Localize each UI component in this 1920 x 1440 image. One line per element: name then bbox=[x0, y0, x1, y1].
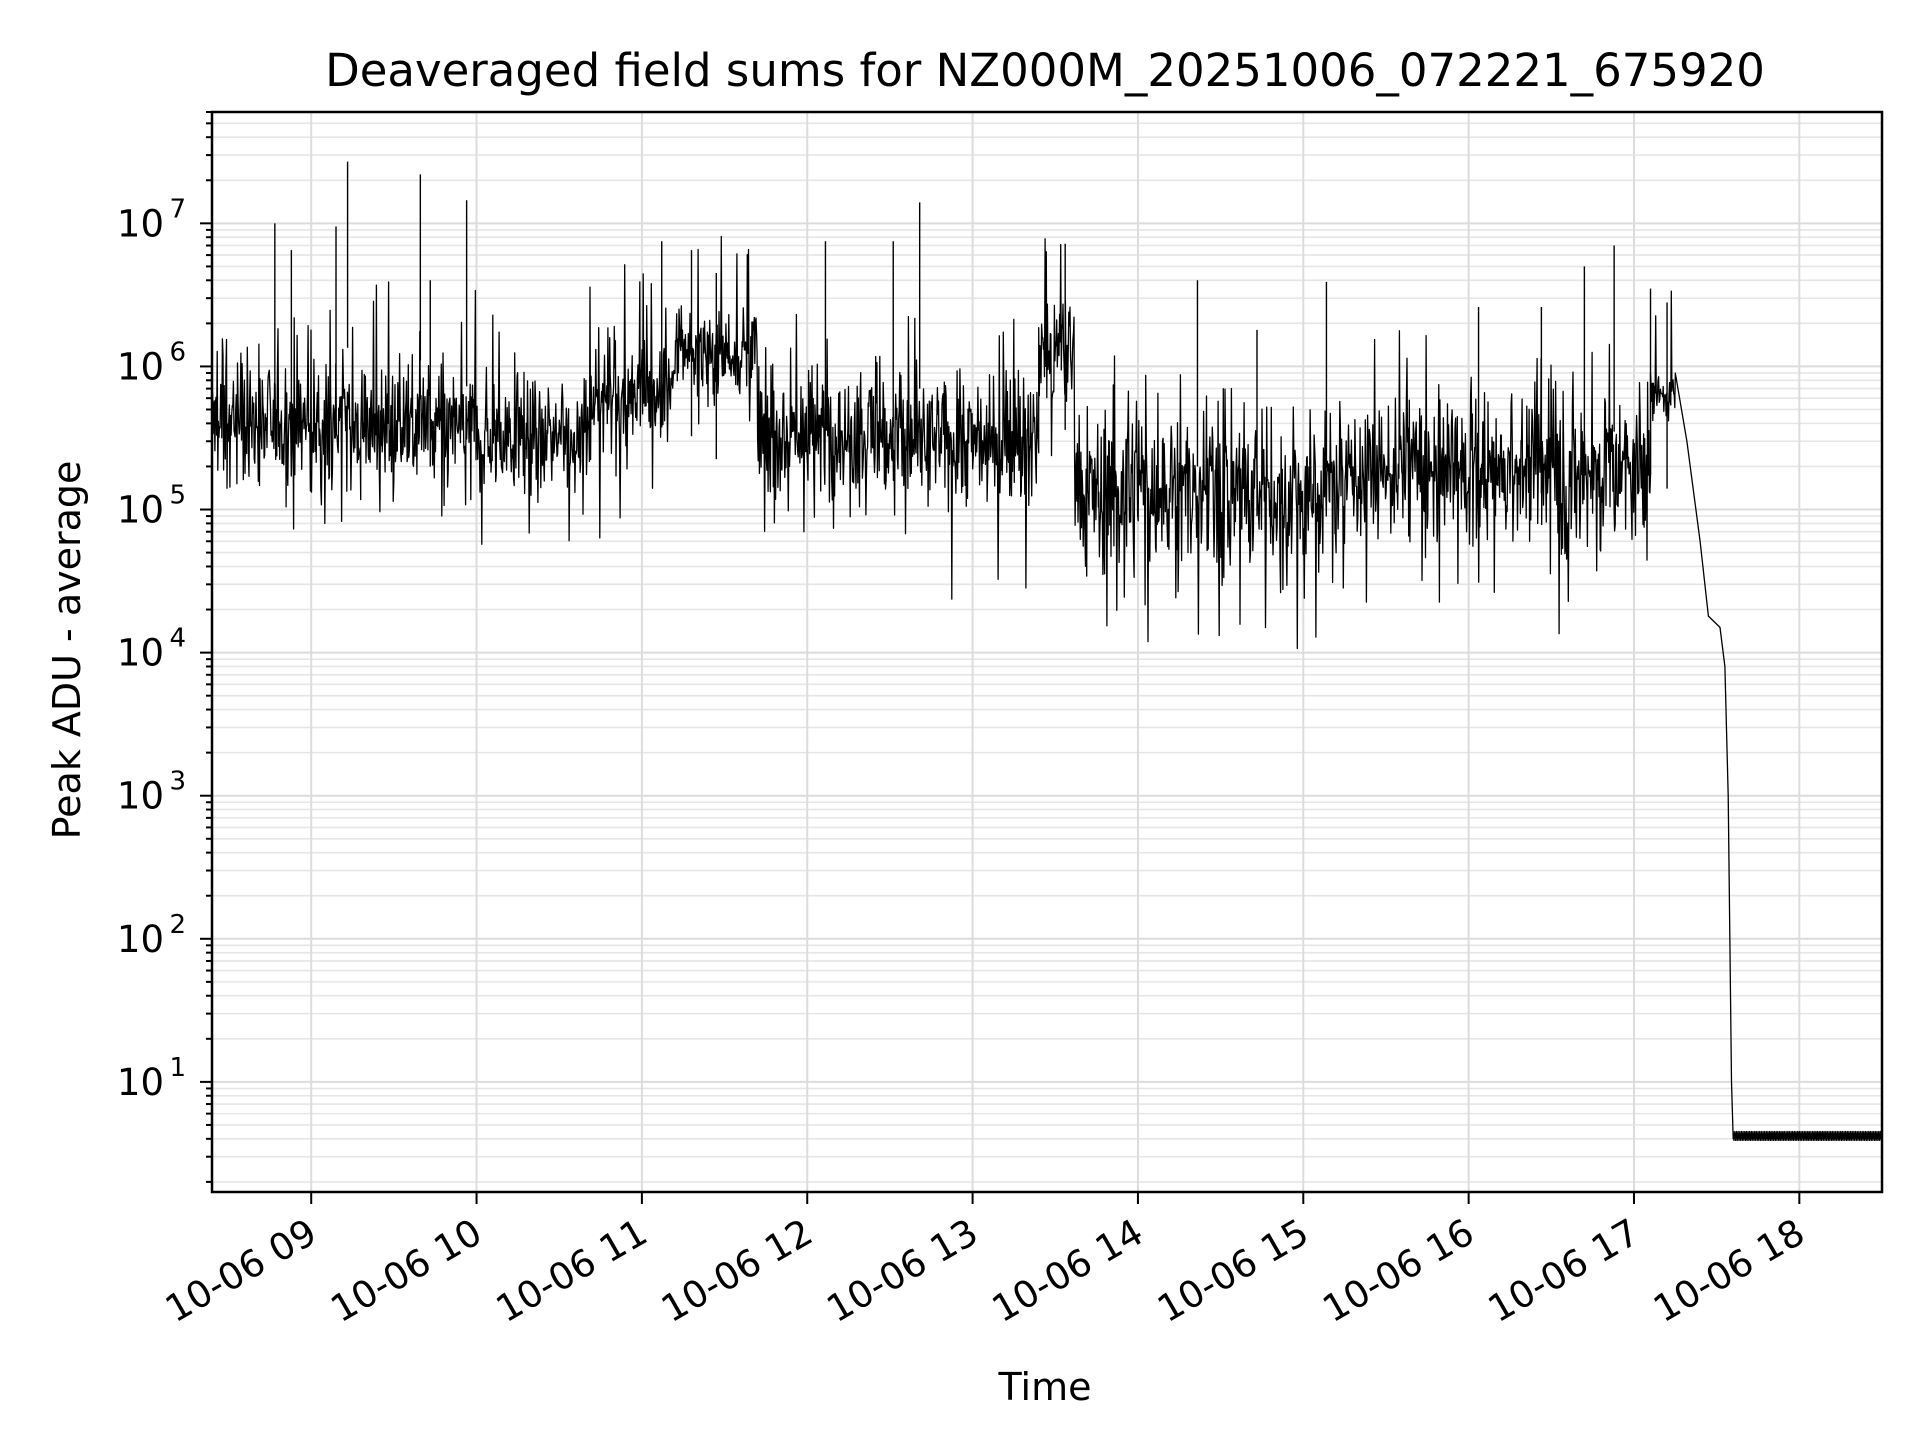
y-tick-exponent: 2 bbox=[169, 910, 186, 940]
y-tick-exponent: 6 bbox=[169, 337, 186, 367]
y-tick-label: 10 bbox=[117, 345, 164, 388]
y-tick-label: 10 bbox=[117, 775, 164, 818]
x-axis-label: Time bbox=[998, 1365, 1092, 1409]
y-tick-exponent: 3 bbox=[169, 767, 186, 797]
grid bbox=[212, 111, 1882, 1192]
y-axis-label: Peak ADU - average bbox=[45, 461, 89, 840]
y-tick-exponent: 7 bbox=[169, 194, 186, 224]
series-line bbox=[211, 235, 1882, 1142]
y-tick-label: 10 bbox=[117, 202, 164, 245]
y-tick-label: 10 bbox=[117, 1061, 164, 1104]
y-tick-exponent: 5 bbox=[169, 481, 186, 511]
y-tick-label: 10 bbox=[117, 632, 164, 675]
y-tick-label: 10 bbox=[117, 489, 164, 532]
y-tick-exponent: 1 bbox=[169, 1053, 186, 1083]
y-tick-exponent: 4 bbox=[169, 624, 186, 654]
plot-area bbox=[211, 161, 1882, 1142]
y-tick-label: 10 bbox=[117, 918, 164, 961]
chart-title: Deaveraged field sums for NZ000M_2025100… bbox=[325, 44, 1765, 97]
